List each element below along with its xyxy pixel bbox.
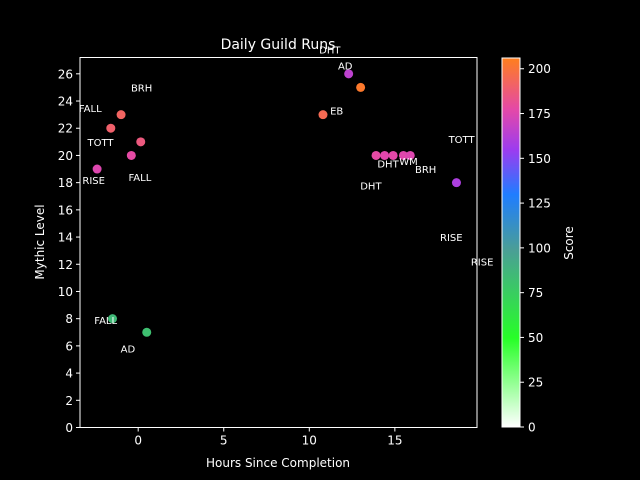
colorbar-tick-label: 0 bbox=[528, 421, 536, 435]
annotation-label: FALL bbox=[79, 104, 102, 115]
data-points bbox=[92, 69, 461, 337]
y-tick-label: 2 bbox=[65, 394, 73, 408]
x-tick-label: 10 bbox=[302, 434, 317, 448]
annotation-label: FALL bbox=[94, 316, 117, 327]
colorbar-tick-label: 75 bbox=[528, 286, 543, 300]
annotation-label: EB bbox=[330, 107, 343, 118]
data-point bbox=[405, 150, 415, 160]
x-tick-label: 15 bbox=[387, 434, 402, 448]
data-point bbox=[451, 178, 461, 188]
annotation-label: AD bbox=[121, 345, 136, 356]
colorbar-tick-label: 125 bbox=[528, 197, 551, 211]
colorbar-tick-label: 200 bbox=[528, 62, 551, 76]
data-point bbox=[136, 137, 146, 147]
annotation-label: BRH bbox=[131, 83, 152, 94]
annotation-label: DHT bbox=[360, 181, 382, 192]
colorbar-tick-label: 100 bbox=[528, 241, 551, 255]
colorbar-tick-label: 25 bbox=[528, 376, 543, 390]
y-tick-label: 16 bbox=[58, 203, 73, 217]
y-tick-label: 24 bbox=[58, 95, 73, 109]
y-tick-label: 22 bbox=[58, 122, 73, 136]
annotation-label: TOTT bbox=[448, 135, 476, 146]
chart-title: Daily Guild Runs bbox=[221, 37, 336, 53]
data-point bbox=[356, 82, 366, 92]
annotation-label: RISE bbox=[440, 233, 463, 244]
data-point bbox=[318, 110, 328, 120]
annotation-label: FALL bbox=[128, 173, 151, 184]
annotation-label: AD bbox=[338, 62, 353, 73]
data-point bbox=[126, 150, 136, 160]
data-point bbox=[116, 110, 126, 120]
colorbar-tick-label: 50 bbox=[528, 331, 543, 345]
y-tick-label: 18 bbox=[58, 176, 73, 190]
annotation-label: TOTT bbox=[87, 138, 115, 149]
colorbar: 0 25 50 75 100 125 150 175 200 Score bbox=[501, 57, 576, 435]
plot-frame bbox=[79, 57, 478, 428]
annotation-label: DHT bbox=[377, 160, 399, 171]
x-axis: 0 5 10 15 bbox=[134, 427, 403, 448]
y-tick-label: 10 bbox=[58, 285, 73, 299]
colorbar-gradient bbox=[501, 57, 521, 428]
data-point bbox=[398, 150, 408, 160]
annotation-label: RISE bbox=[471, 258, 494, 269]
y-tick-label: 8 bbox=[65, 312, 73, 326]
data-point bbox=[388, 150, 398, 160]
y-tick-label: 20 bbox=[58, 149, 73, 163]
y-tick-label: 6 bbox=[65, 339, 73, 353]
annotation-label: BRH bbox=[415, 165, 436, 176]
colorbar-tick-label: 150 bbox=[528, 152, 551, 166]
data-point bbox=[380, 150, 390, 160]
y-tick-label: 14 bbox=[58, 231, 73, 245]
annotation-label: RISE bbox=[82, 176, 105, 187]
x-tick-label: 5 bbox=[220, 434, 228, 448]
colorbar-ticks: 0 25 50 75 100 125 150 175 200 bbox=[520, 62, 551, 435]
y-tick-label: 4 bbox=[65, 367, 73, 381]
data-point bbox=[92, 164, 102, 174]
annotation-label: WM bbox=[399, 157, 418, 168]
annotation-label: DHT bbox=[319, 45, 341, 56]
colorbar-label: Score bbox=[562, 226, 576, 260]
data-point bbox=[106, 123, 116, 133]
data-point bbox=[371, 150, 381, 160]
data-point bbox=[344, 69, 354, 79]
data-point bbox=[108, 314, 118, 324]
x-tick-label: 0 bbox=[134, 434, 142, 448]
y-axis-label: Mythic Level bbox=[33, 204, 47, 279]
data-point bbox=[142, 327, 152, 337]
y-tick-label: 26 bbox=[58, 67, 73, 81]
x-axis-label: Hours Since Completion bbox=[206, 456, 350, 470]
y-tick-label: 0 bbox=[65, 421, 73, 435]
y-tick-label: 12 bbox=[58, 258, 73, 272]
colorbar-tick-label: 175 bbox=[528, 107, 551, 121]
